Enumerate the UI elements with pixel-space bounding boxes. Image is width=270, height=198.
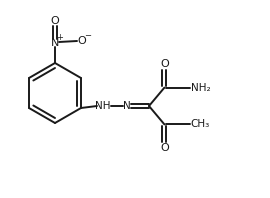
- Text: O: O: [78, 36, 86, 46]
- Text: N: N: [51, 38, 59, 48]
- Text: O: O: [51, 16, 59, 26]
- Text: CH₃: CH₃: [191, 119, 210, 129]
- Text: O: O: [160, 143, 169, 153]
- Text: N: N: [123, 101, 131, 111]
- Text: NH: NH: [95, 101, 111, 111]
- Text: +: +: [56, 32, 63, 42]
- Text: −: −: [85, 31, 92, 41]
- Text: O: O: [160, 59, 169, 69]
- Text: NH₂: NH₂: [191, 83, 210, 93]
